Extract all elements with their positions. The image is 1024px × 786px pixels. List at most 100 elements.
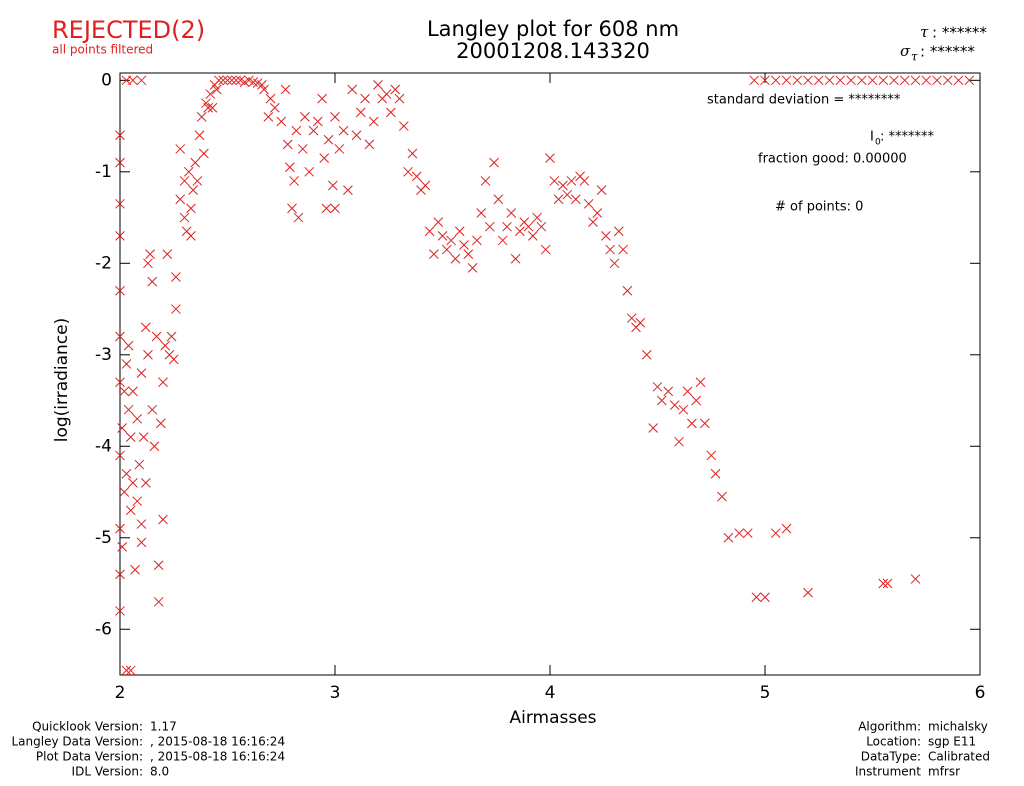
point [130, 564, 140, 575]
footer-value: , 2015-08-18 16:16:24 [150, 750, 285, 764]
point [196, 112, 207, 122]
x-tick-label: 5 [760, 683, 771, 703]
point [330, 112, 340, 122]
point [583, 198, 594, 209]
std-dev: standard deviation = ******** [707, 93, 901, 108]
point [128, 75, 138, 86]
point [132, 413, 143, 424]
y-axis-title: log(irradiance) [52, 318, 72, 443]
footer-value: sgp E11 [928, 735, 976, 749]
point [231, 75, 241, 86]
point [480, 176, 491, 186]
point [360, 93, 370, 104]
point [153, 560, 164, 571]
point [289, 176, 300, 186]
point [846, 75, 856, 86]
point [198, 148, 209, 159]
point [207, 102, 218, 113]
point [910, 75, 921, 86]
point [168, 354, 179, 365]
point [312, 116, 323, 127]
point [259, 84, 269, 95]
point [319, 153, 330, 163]
point [489, 157, 499, 168]
footer-label: Algorithm: [858, 720, 921, 734]
point [523, 221, 534, 232]
point [656, 395, 667, 406]
point [472, 235, 482, 246]
point [889, 75, 899, 86]
point [280, 84, 291, 95]
point [601, 230, 611, 241]
point [179, 212, 190, 223]
point [781, 523, 792, 534]
point [364, 139, 375, 150]
x-axis-title: Airmasses [509, 708, 596, 728]
point [330, 203, 340, 214]
point [355, 107, 366, 118]
point [145, 249, 155, 260]
point [394, 93, 405, 104]
point [424, 226, 435, 237]
point [536, 221, 547, 232]
point [407, 148, 418, 159]
point [781, 75, 792, 86]
point [723, 532, 734, 543]
footer-label: Langley Data Version: [11, 735, 143, 749]
point [429, 249, 439, 260]
point [338, 125, 349, 136]
point [706, 450, 717, 461]
point [300, 112, 310, 122]
point [151, 331, 162, 342]
y-tick-label: -6 [95, 619, 112, 639]
point [171, 304, 181, 314]
i0-symbol: I [870, 130, 874, 145]
point [115, 569, 125, 580]
sigma-symbol: σ [900, 42, 911, 60]
x-tick-label: 3 [330, 683, 341, 703]
point [579, 176, 590, 186]
point [699, 418, 710, 429]
footer-value: , 2015-08-18 16:16:24 [150, 735, 285, 749]
point [291, 125, 302, 136]
point [276, 116, 287, 127]
point [218, 75, 229, 86]
point [635, 317, 646, 328]
point [205, 89, 216, 99]
point [115, 198, 125, 209]
point [136, 368, 147, 378]
y-tick-label: -1 [95, 162, 112, 182]
point [125, 665, 136, 676]
point [186, 203, 196, 214]
footer-value: michalsky [928, 720, 988, 734]
point [125, 432, 136, 442]
point [119, 487, 130, 497]
point [882, 578, 893, 589]
footer-label: Location: [866, 735, 921, 749]
point [910, 574, 921, 584]
status-note: all points filtered [52, 43, 153, 57]
point [158, 377, 168, 388]
y-tick-label: -3 [95, 345, 112, 365]
point [140, 478, 151, 488]
point [287, 203, 297, 214]
point [158, 514, 168, 525]
point [463, 249, 474, 260]
point [211, 84, 222, 95]
point [143, 258, 153, 269]
point [613, 226, 624, 237]
point [467, 263, 478, 273]
point [446, 235, 456, 246]
point [674, 436, 684, 447]
point [115, 230, 125, 241]
point [835, 75, 846, 86]
point [497, 235, 508, 246]
tau-symbol: τ [920, 23, 929, 41]
footer-label: Quicklook Version: [32, 720, 143, 734]
point [648, 423, 659, 433]
point [390, 84, 401, 95]
point [140, 322, 151, 333]
point [532, 212, 542, 223]
point [119, 386, 130, 397]
point [265, 93, 276, 104]
